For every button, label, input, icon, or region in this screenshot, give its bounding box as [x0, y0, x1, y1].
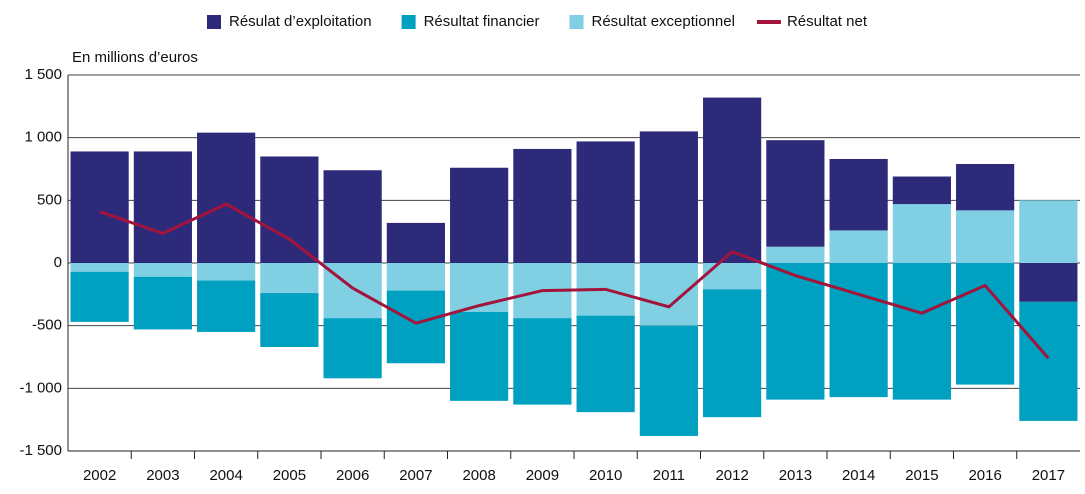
bar	[576, 315, 635, 413]
y-tick-label: 1 000	[24, 129, 62, 146]
x-tick-label: 2011	[653, 467, 685, 484]
bar	[197, 263, 256, 281]
bar	[1019, 263, 1078, 302]
bar	[956, 263, 1015, 385]
bar	[133, 151, 192, 263]
legend-label: Résultat net	[787, 13, 868, 30]
bar	[1019, 301, 1078, 421]
x-tick-label: 2009	[526, 467, 559, 484]
bar	[133, 276, 192, 330]
bar	[829, 230, 888, 263]
y-tick-label: -1 000	[19, 379, 62, 396]
y-tick-label: 500	[37, 191, 62, 208]
x-tick-label: 2017	[1032, 467, 1065, 484]
bar	[703, 97, 762, 263]
bar	[892, 204, 951, 263]
bar	[513, 318, 572, 405]
legend-swatch	[207, 15, 221, 29]
x-tick-label: 2007	[399, 467, 432, 484]
net-line	[99, 202, 1050, 360]
y-tick-label: 0	[54, 254, 62, 271]
bar	[70, 263, 129, 272]
legend-label: Résulat d’exploitation	[229, 13, 372, 30]
bar	[260, 156, 319, 263]
x-tick-label: 2003	[146, 467, 179, 484]
bar	[386, 263, 445, 291]
x-tick-label: 2016	[968, 467, 1001, 484]
x-tick-label: 2002	[83, 467, 116, 484]
y-tick-label: -500	[32, 317, 62, 334]
x-tick-label: 2005	[273, 467, 306, 484]
bar	[260, 293, 319, 347]
bar	[323, 318, 382, 379]
bar	[260, 263, 319, 294]
bar	[766, 246, 825, 263]
x-tick-label: 2008	[462, 467, 495, 484]
bar	[197, 280, 256, 332]
bar	[450, 311, 509, 401]
bar	[956, 210, 1015, 263]
bar	[639, 263, 698, 326]
y-axis-label: En millions d’euros	[72, 49, 198, 66]
legend-swatch	[401, 15, 416, 29]
bar	[829, 263, 888, 398]
bar	[892, 263, 951, 400]
bar	[956, 163, 1015, 211]
bar	[576, 141, 635, 263]
bar	[450, 167, 509, 263]
y-tick-label: 1 500	[24, 66, 62, 83]
y-tick-label: -1 500	[19, 442, 62, 459]
x-tick-label: 2010	[589, 467, 622, 484]
bar	[703, 263, 762, 290]
bar	[639, 325, 698, 436]
bar	[70, 151, 129, 263]
legend-label: Résultat financier	[424, 13, 540, 30]
bar	[639, 131, 698, 263]
legend-label: Résultat exceptionnel	[592, 13, 735, 30]
bar	[386, 222, 445, 263]
bar	[703, 289, 762, 418]
x-tick-label: 2015	[905, 467, 938, 484]
x-tick-label: 2013	[779, 467, 812, 484]
bar	[766, 263, 825, 400]
bar	[513, 148, 572, 263]
bar	[450, 263, 509, 312]
bar	[766, 140, 825, 247]
legend-swatch	[569, 15, 584, 29]
bar	[1019, 200, 1078, 263]
bar	[197, 132, 256, 263]
bar	[892, 176, 951, 205]
bar	[133, 263, 192, 277]
x-tick-label: 2004	[209, 467, 242, 484]
x-tick-label: 2014	[842, 467, 875, 484]
bar	[386, 290, 445, 364]
x-tick-label: 2006	[336, 467, 369, 484]
bar	[323, 170, 382, 263]
x-tick-label: 2012	[715, 467, 748, 484]
bar	[829, 158, 888, 231]
bar	[70, 271, 129, 322]
